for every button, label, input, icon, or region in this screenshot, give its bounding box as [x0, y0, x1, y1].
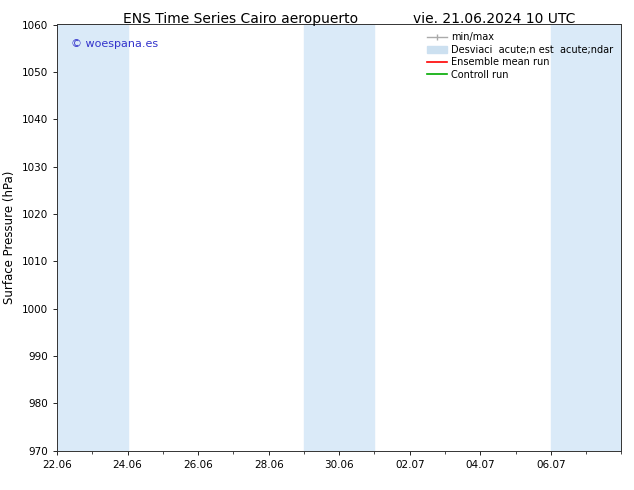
Bar	[93, 24, 127, 451]
Text: ENS Time Series Cairo aeropuerto: ENS Time Series Cairo aeropuerto	[124, 12, 358, 26]
Legend: min/max, Desviaci  acute;n est  acute;ndar, Ensemble mean run, Controll run: min/max, Desviaci acute;n est acute;ndar…	[424, 29, 616, 82]
Y-axis label: Surface Pressure (hPa): Surface Pressure (hPa)	[3, 171, 16, 304]
Bar	[551, 24, 586, 451]
Text: vie. 21.06.2024 10 UTC: vie. 21.06.2024 10 UTC	[413, 12, 576, 26]
Bar	[304, 24, 339, 451]
Bar	[57, 24, 93, 451]
Text: © woespana.es: © woespana.es	[71, 39, 158, 49]
Bar	[339, 24, 375, 451]
Bar	[586, 24, 621, 451]
